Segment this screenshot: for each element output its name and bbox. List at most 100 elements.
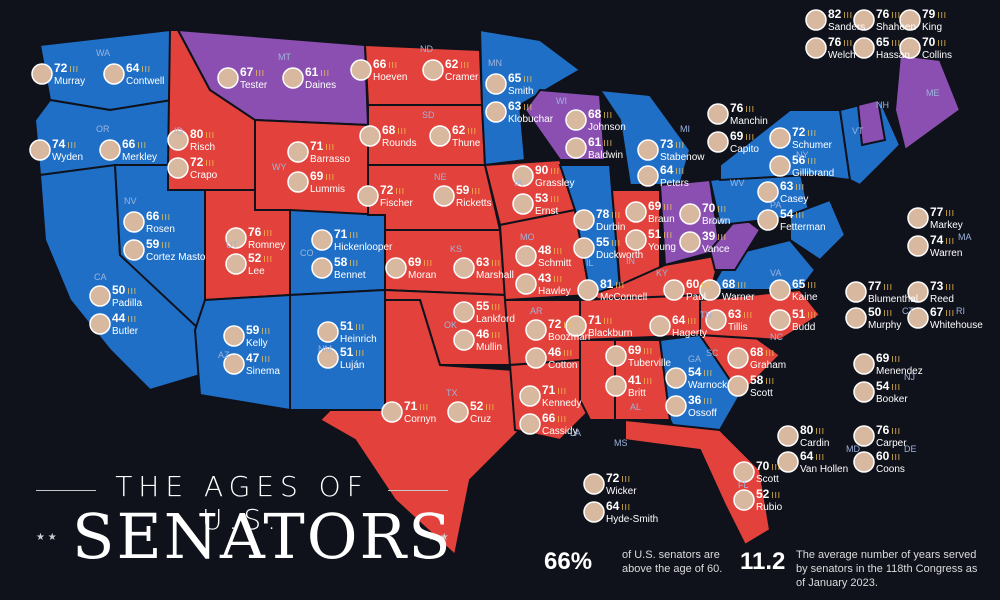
senator-photo <box>453 329 475 351</box>
state-abbr: ME <box>926 88 940 98</box>
state-abbr: CO <box>300 248 314 258</box>
senator-photo <box>707 103 729 125</box>
senator-photo <box>907 207 929 229</box>
senator-photo <box>433 185 455 207</box>
senator-photo <box>605 375 627 397</box>
senator-photo <box>217 67 239 89</box>
senator-photos <box>29 9 929 523</box>
senator-label: 77 III Blumenthal <box>868 279 919 305</box>
senator-label: 71 III Hickenlooper <box>334 227 393 253</box>
senator-photo <box>103 63 125 85</box>
senator-photo <box>845 307 867 329</box>
state-abbr: LA <box>570 428 582 438</box>
senator-photo <box>385 257 407 279</box>
senator-photo <box>453 301 475 323</box>
senator-photo <box>311 229 333 251</box>
state-abbr: NY <box>796 150 809 160</box>
senator-label: 69 III Braun <box>648 199 675 225</box>
senator-label: 39 III Vance <box>702 229 730 255</box>
state-me <box>893 53 962 152</box>
senator-label: 58 III Scott <box>750 373 776 399</box>
senator-label: 71 III Blackburn <box>588 313 633 339</box>
senator-photo <box>453 257 475 279</box>
senator-photo <box>512 165 534 187</box>
senator-label: 54 III Booker <box>876 379 908 405</box>
senator-label: 63 III Klobuchar <box>508 99 554 125</box>
state-nj-md-de <box>789 198 847 262</box>
senator-photo <box>525 347 547 369</box>
senator-photo <box>225 227 247 249</box>
senator-photo <box>769 309 791 331</box>
stat-years: 11.2 <box>740 548 786 575</box>
senator-photo <box>899 37 921 59</box>
senator-photo <box>223 353 245 375</box>
senator-label: 55 III Duckworth <box>596 235 644 261</box>
senator-photo <box>31 63 53 85</box>
state-abbr: NJ <box>904 372 915 382</box>
senator-photo <box>907 281 929 303</box>
senator-label: 72 III Crapo <box>190 155 218 181</box>
senator-label: 69 III Lummis <box>310 169 346 195</box>
state-abbr: OH <box>710 216 724 226</box>
senator-photo <box>583 501 605 523</box>
title-line2: SENATORS <box>72 500 453 573</box>
star-icon: ★ ★ <box>428 532 449 543</box>
senator-label: 59 III Cortez Masto <box>146 237 206 263</box>
senator-label: 69 III Capito <box>730 129 759 155</box>
state-al <box>614 339 672 421</box>
senator-label: 65 III Smith <box>508 71 534 97</box>
senator-photo <box>565 109 587 131</box>
title-rule-left <box>36 490 96 491</box>
senator-label: 48 III Schmitt <box>538 243 572 269</box>
senator-label: 63 III Casey <box>780 179 809 205</box>
senator-photo <box>757 181 779 203</box>
state-abbr: MT <box>278 52 291 62</box>
senator-photo <box>525 319 547 341</box>
senator-photo <box>637 139 659 161</box>
senator-photo <box>359 125 381 147</box>
senator-photo <box>907 235 929 257</box>
senator-photo <box>485 73 507 95</box>
senator-photo <box>381 401 403 423</box>
senator-label: 66 III Merkley <box>122 137 158 163</box>
senator-photo <box>282 67 304 89</box>
senator-photo <box>519 413 541 435</box>
senator-label: 67 III Tester <box>240 65 268 91</box>
stat-percent-text: of U.S. senators are above the age of 60… <box>622 549 723 575</box>
senator-label: 63 III Marshall <box>476 255 514 281</box>
senator-photo <box>89 313 111 335</box>
senator-photo <box>29 139 51 161</box>
state-abbr: ND <box>420 44 433 54</box>
state-abbr: CT <box>902 306 914 316</box>
senator-label: 76 III Carper <box>876 423 907 449</box>
senator-photo <box>167 157 189 179</box>
senator-label: 65 III Kaine <box>792 277 818 303</box>
senator-photo <box>317 347 339 369</box>
state-abbr: MA <box>958 232 972 242</box>
state-abbr: OK <box>444 320 458 330</box>
senator-label: 51 III Budd <box>792 307 818 333</box>
senator-photo <box>853 381 875 403</box>
senator-photo <box>845 281 867 303</box>
senator-photo <box>625 229 647 251</box>
state-abbr: ID <box>174 126 183 136</box>
senator-label: 77 III Markey <box>930 205 963 231</box>
state-abbr: AL <box>630 402 642 412</box>
stat-years-text: The average number of years served by se… <box>796 549 978 589</box>
senator-label: 68 III Johnson <box>588 107 626 133</box>
senator-label: 72 III Boozman <box>548 317 591 343</box>
senator-photo <box>577 279 599 301</box>
senator-photo <box>699 279 721 301</box>
state-abbr: AZ <box>218 350 230 360</box>
state-abbr: NV <box>124 196 137 206</box>
state-abbr: WV <box>730 178 745 188</box>
senator-label: 52 III Rubio <box>756 487 783 513</box>
senator-photo <box>705 309 727 331</box>
senator-photo <box>733 489 755 511</box>
senator-label: 70 III Collins <box>922 35 953 61</box>
senator-label: 73 III Reed <box>930 279 956 305</box>
senator-photo <box>853 37 875 59</box>
senator-photo <box>665 367 687 389</box>
state-abbr: GA <box>688 354 702 364</box>
senator-label: 71 III Barrasso <box>310 139 351 165</box>
